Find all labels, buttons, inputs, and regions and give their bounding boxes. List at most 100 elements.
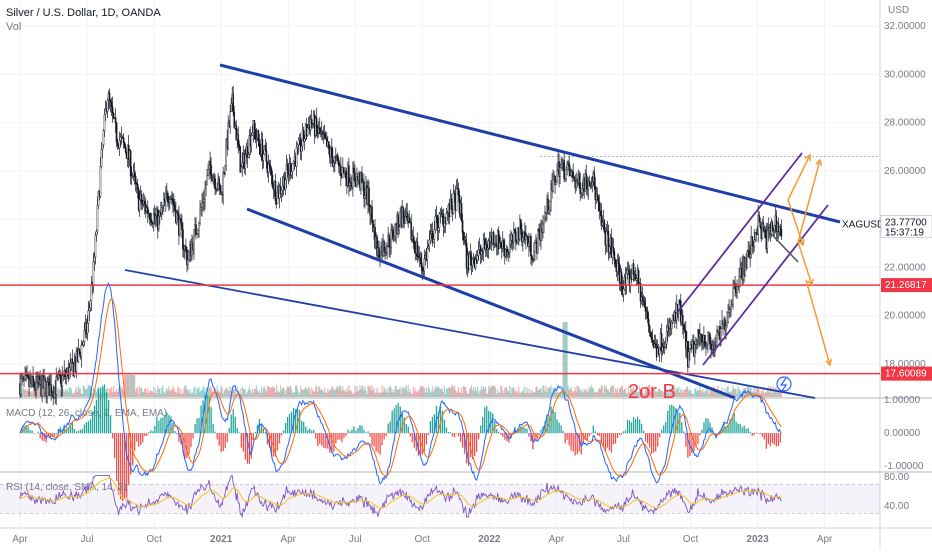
macd-histogram-bar bbox=[643, 431, 644, 433]
candle-body bbox=[150, 220, 151, 222]
macd-histogram-bar bbox=[486, 406, 487, 433]
candle-body bbox=[162, 206, 163, 208]
candle-body bbox=[430, 234, 431, 240]
candle-body bbox=[621, 272, 622, 285]
candle-body bbox=[263, 154, 264, 160]
macd-histogram-bar bbox=[424, 433, 425, 452]
macd-histogram-bar bbox=[160, 418, 161, 433]
macd-histogram-bar bbox=[577, 433, 578, 454]
macd-histogram-bar bbox=[701, 430, 702, 434]
macd-histogram-bar bbox=[385, 433, 386, 436]
candle-body bbox=[752, 236, 753, 245]
macd-histogram-bar bbox=[480, 426, 481, 434]
candle-body bbox=[117, 142, 118, 145]
macd-histogram-bar bbox=[575, 433, 576, 455]
time-tick-label: Apr bbox=[280, 534, 296, 545]
macd-histogram-bar bbox=[625, 430, 626, 433]
candle-body bbox=[45, 378, 46, 381]
candle-body bbox=[567, 165, 568, 170]
macd-histogram-bar bbox=[136, 433, 137, 442]
candle-body bbox=[291, 172, 292, 175]
macd-histogram-bar bbox=[639, 420, 640, 434]
macd-histogram-bar bbox=[633, 417, 634, 433]
candle-body bbox=[144, 201, 145, 204]
macd-histogram-bar bbox=[235, 417, 236, 434]
candle-body bbox=[169, 200, 170, 203]
macd-histogram-bar bbox=[697, 433, 698, 444]
candle-body bbox=[204, 188, 205, 200]
candle-body bbox=[187, 260, 188, 265]
macd-histogram-bar bbox=[556, 420, 557, 434]
candle-body bbox=[472, 259, 473, 265]
time-tick-label: Apr bbox=[817, 534, 833, 545]
price-tick-label: 22.00000 bbox=[884, 262, 926, 273]
macd-histogram-bar bbox=[343, 433, 344, 438]
macd-histogram-bar bbox=[369, 433, 370, 437]
candle-body bbox=[245, 155, 246, 169]
candle-body bbox=[167, 193, 168, 202]
candle-body bbox=[689, 349, 690, 352]
macd-histogram-bar bbox=[233, 409, 234, 433]
macd-histogram-bar bbox=[665, 422, 666, 433]
macd-histogram-bar bbox=[683, 431, 684, 433]
candle-body bbox=[254, 120, 255, 129]
candle-body bbox=[174, 206, 175, 211]
candle-body bbox=[311, 120, 312, 124]
candle-body bbox=[613, 247, 614, 251]
macd-histogram-bar bbox=[277, 433, 278, 451]
macd-histogram-bar bbox=[299, 410, 300, 433]
macd-histogram-bar bbox=[778, 433, 779, 446]
price-tick-label: 26.00000 bbox=[884, 166, 926, 177]
macd-histogram-bar bbox=[607, 433, 608, 448]
macd-histogram-bar bbox=[213, 424, 214, 433]
candle-body bbox=[633, 264, 634, 275]
macd-histogram-bar bbox=[637, 417, 638, 434]
time-tick-label: Apr bbox=[549, 534, 565, 545]
candle-body bbox=[110, 100, 111, 102]
macd-histogram-bar bbox=[365, 432, 366, 433]
macd-histogram-bar bbox=[567, 433, 568, 440]
candle-body bbox=[345, 172, 346, 179]
macd-histogram-bar bbox=[599, 433, 600, 436]
candle-body bbox=[251, 135, 252, 146]
candle-body bbox=[626, 273, 627, 285]
candle-body bbox=[561, 163, 562, 165]
candle-body bbox=[582, 189, 583, 193]
candle-body bbox=[716, 331, 717, 348]
macd-histogram-bar bbox=[406, 424, 407, 433]
candle-body bbox=[87, 323, 88, 333]
macd-histogram-bar bbox=[448, 432, 449, 433]
candle-body bbox=[338, 161, 339, 167]
candle-body bbox=[33, 382, 34, 388]
candle-body bbox=[709, 334, 710, 345]
macd-histogram-bar bbox=[375, 433, 376, 451]
macd-histogram-bar bbox=[613, 433, 614, 444]
macd-histogram-bar bbox=[323, 433, 324, 448]
candle-body bbox=[79, 349, 80, 352]
macd-histogram-bar bbox=[428, 433, 429, 435]
macd-tick-label: 0.00000 bbox=[884, 428, 921, 439]
candle-body bbox=[282, 186, 283, 190]
price-tick-label: 30.00000 bbox=[884, 69, 926, 80]
macd-histogram-bar bbox=[558, 423, 559, 434]
candle-body bbox=[252, 132, 253, 135]
macd-histogram-bar bbox=[597, 433, 598, 435]
candle-body bbox=[119, 141, 120, 148]
macd-histogram-bar bbox=[754, 433, 755, 435]
macd-histogram-bar bbox=[140, 433, 141, 445]
candle-body bbox=[655, 344, 656, 347]
macd-histogram-bar bbox=[657, 433, 658, 447]
macd-histogram-bar bbox=[762, 433, 763, 437]
macd-histogram-bar bbox=[766, 433, 767, 449]
macd-histogram-bar bbox=[80, 430, 81, 434]
macd-histogram-bar bbox=[651, 433, 652, 454]
macd-histogram-bar bbox=[305, 427, 306, 434]
macd-histogram-bar bbox=[573, 433, 574, 452]
macd-histogram-bar bbox=[400, 406, 401, 433]
macd-histogram-bar bbox=[677, 410, 678, 433]
macd-histogram-bar bbox=[188, 433, 189, 454]
candle-body bbox=[598, 197, 599, 202]
candle-body bbox=[514, 229, 515, 231]
candle-body bbox=[652, 340, 653, 342]
